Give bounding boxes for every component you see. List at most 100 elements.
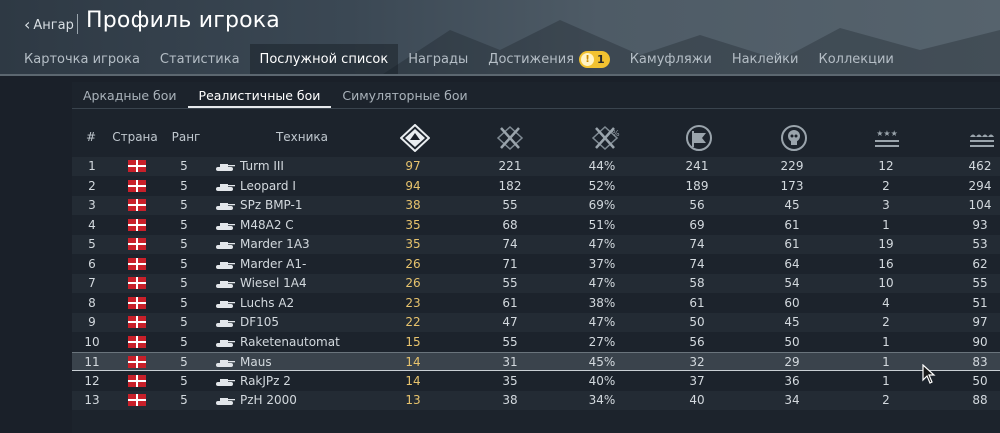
row-rank: 5 (180, 373, 188, 388)
row-victories: 221 (498, 159, 522, 173)
vehicle-type-icon (215, 239, 235, 250)
row-win-rate: 52% (588, 178, 616, 193)
row-air-kills: 1 (882, 217, 890, 232)
header-vehicle[interactable]: Техника (275, 130, 329, 144)
germany-flag-icon (128, 218, 146, 231)
achievements-badge: ! 1 (579, 50, 610, 68)
row-air-kills: 1 (882, 373, 890, 388)
vehicle-type-icon (215, 220, 235, 231)
row-ground-kills: 62 (972, 256, 988, 271)
row-vehicle: Maus (240, 355, 272, 369)
profile-tabs: Карточка игрока Статистика Послужной списо… (0, 44, 904, 76)
table-row[interactable]: 5 5 Marder 1A3 35 74 47% 74 61 19 53 (72, 235, 1000, 254)
row-respawns: 56 (689, 334, 705, 349)
row-deaths: 173 (780, 178, 804, 193)
row-num: 9 (88, 315, 96, 329)
mode-tab-1[interactable]: Аркадные бои (83, 87, 177, 103)
table-row[interactable]: 6 5 Marder A1- 26 71 37% 74 64 16 62 (72, 254, 1000, 274)
vehicle-type-icon (215, 376, 235, 387)
row-air-kills: 2 (882, 315, 890, 329)
row-num: 3 (88, 198, 96, 212)
row-respawns: 189 (685, 178, 709, 193)
row-battles: 35 (405, 237, 421, 251)
row-air-kills: 2 (882, 178, 890, 193)
row-vehicle: Wiesel 1A4 (240, 276, 307, 290)
vehicle-type-icon (215, 259, 235, 270)
row-air-kills: 3 (882, 198, 890, 212)
row-vehicle: Marder A1- (240, 256, 307, 271)
back-to-hangar-button[interactable]: ‹ Ангар (24, 13, 74, 37)
row-deaths: 61 (784, 237, 800, 251)
table-row[interactable]: 2 5 Leopard I 94 182 52% 189 173 2 294 (72, 176, 1000, 196)
row-battles: 94 (405, 178, 421, 193)
ground-kills-icon[interactable] (967, 124, 997, 152)
back-label: Ангар (33, 17, 74, 33)
vehicle-type-icon (215, 337, 235, 348)
mode-tab-2[interactable]: Реалистичные бои (187, 82, 332, 108)
row-rank: 5 (180, 393, 188, 407)
germany-flag-icon (128, 356, 146, 368)
row-deaths: 34 (784, 393, 800, 407)
table-row[interactable]: 11 5 Maus 14 31 45% 32 29 1 83 (72, 352, 1000, 371)
row-deaths: 45 (784, 198, 800, 212)
vehicle-type-icon (215, 161, 235, 172)
respawns-icon[interactable] (684, 124, 714, 152)
tab-3[interactable]: Послужной список (249, 44, 399, 76)
tab-1[interactable]: Карточка игрока (0, 44, 150, 74)
header-country[interactable]: Страна (112, 130, 158, 144)
table-row[interactable]: 4 5 M48A2 C 35 68 51% 69 61 1 93 (72, 215, 1000, 235)
germany-flag-icon (128, 277, 146, 289)
mouse-cursor-icon (922, 364, 936, 384)
table-row[interactable]: 7 5 Wiesel 1A4 26 55 47% 58 54 10 55 (72, 274, 1000, 293)
tab-7[interactable]: Наклейки (722, 44, 809, 74)
tab-6[interactable]: Камуфляжи (620, 44, 722, 74)
row-victories: 71 (502, 256, 518, 271)
row-respawns: 56 (689, 198, 705, 212)
row-victories: 55 (502, 334, 518, 349)
table-row[interactable]: 8 5 Luchs A2 23 61 38% 61 60 4 51 (72, 293, 1000, 313)
mode-tab-3[interactable]: Симуляторные бои (342, 87, 468, 103)
header-rank[interactable]: Ранг (171, 130, 201, 144)
svg-text:%: % (612, 129, 620, 138)
vehicle-type-icon (215, 395, 235, 406)
victories-icon[interactable] (495, 124, 525, 152)
table-row[interactable]: 3 5 SPz BMP-1 38 55 69% 56 45 3 104 (72, 196, 1000, 215)
win-rate-icon[interactable]: % (590, 124, 620, 152)
row-air-kills: 12 (878, 159, 894, 173)
row-ground-kills: 462 (968, 159, 992, 173)
tab-label: Послужной список (259, 51, 389, 67)
tab-4[interactable]: Награды (398, 44, 478, 74)
table-row[interactable]: 13 5 PzH 2000 13 38 34% 40 34 2 88 (72, 391, 1000, 410)
battles-icon[interactable] (400, 124, 430, 152)
tab-8[interactable]: Коллекции (808, 44, 903, 74)
row-battles: 14 (405, 355, 421, 369)
row-deaths: 36 (784, 373, 800, 388)
row-num: 1 (88, 159, 96, 173)
table-row[interactable]: 12 5 RakJPz 2 14 35 40% 37 36 1 50 (72, 371, 1000, 391)
table-row[interactable]: 1 5 Turm III 97 221 44% 241 229 12 462 (72, 157, 1000, 176)
row-respawns: 50 (689, 315, 705, 329)
header-num[interactable]: # (85, 130, 97, 144)
row-win-rate: 47% (588, 237, 616, 251)
vehicle-type-icon (215, 317, 235, 328)
table-row[interactable]: 10 5 Raketenautomat 15 55 27% 56 50 1 90 (72, 332, 1000, 352)
tab-2[interactable]: Статистика (150, 44, 250, 74)
row-ground-kills: 294 (968, 178, 992, 193)
vehicle-type-icon (215, 181, 235, 192)
row-vehicle: Luchs A2 (240, 295, 295, 310)
air-kills-icon[interactable]: ★★★ (872, 124, 902, 152)
row-deaths: 61 (784, 217, 800, 232)
row-win-rate: 34% (588, 393, 616, 407)
row-respawns: 74 (689, 237, 705, 251)
row-win-rate: 51% (588, 217, 616, 232)
row-ground-kills: 88 (972, 393, 988, 407)
row-num: 10 (84, 334, 100, 349)
row-num: 7 (88, 276, 96, 290)
deaths-icon[interactable] (779, 124, 809, 152)
row-win-rate: 47% (588, 315, 616, 329)
row-deaths: 29 (784, 355, 800, 369)
tab-5[interactable]: Достижения! 1 (478, 44, 619, 74)
row-ground-kills: 104 (968, 198, 992, 212)
table-row[interactable]: 9 5 DF105 22 47 47% 50 45 2 97 (72, 313, 1000, 332)
row-rank: 5 (180, 256, 188, 271)
